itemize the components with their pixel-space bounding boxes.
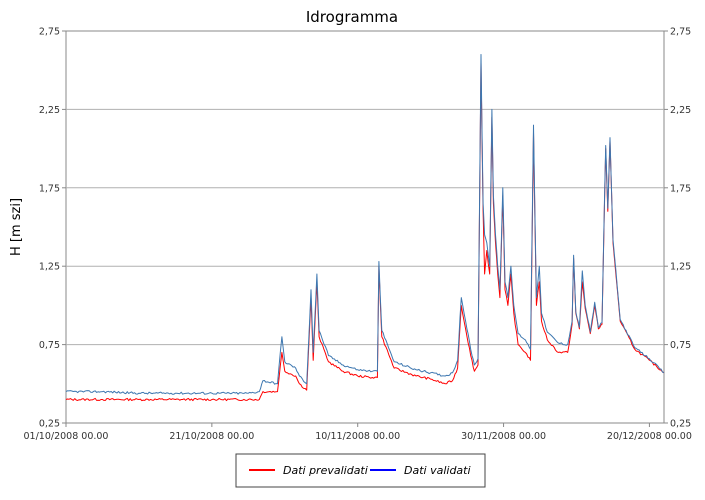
y-tick-label: 0,75 [39,340,60,351]
y-tick-label-right: 2,75 [670,27,691,38]
x-tick-label: 10/11/2008 00.00 [315,431,400,442]
x-tick-label: 21/10/2008 00.00 [169,431,254,442]
series-layer [65,54,665,402]
y-tick-label-right: 1,25 [670,262,691,273]
plot-area [65,30,665,424]
y-tick-label: 2,25 [39,105,60,116]
x-tick-label: 01/10/2008 00.00 [24,431,109,442]
series-line-dati-validati [65,54,665,395]
y-axis-label: H [m szi] [9,198,24,256]
x-tick-label: 20/12/2008 00.00 [607,431,692,442]
y-axis-left: 0,25 0,75 1,25 1,75 2,25 2,75 [39,27,66,430]
legend-label-dati-prevalidati: Dati prevalidati [283,464,368,477]
chart-title: Idrogramma [306,8,398,26]
y-tick-label: 0,25 [39,419,60,430]
y-tick-label: 1,75 [39,183,60,194]
y-tick-label: 1,25 [39,262,60,273]
y-tick-label-right: 2,25 [670,105,691,116]
x-axis: 01/10/2008 00.00 21/10/2008 00.00 10/11/20… [24,423,692,442]
y-axis-right: 0,25 0,75 1,25 1,75 2,25 2,75 [664,27,691,430]
series-line-dati-prevalidati [65,61,665,402]
y-tick-label-right: 1,75 [670,183,691,194]
y-tick-label-right: 0,75 [670,340,691,351]
x-tick-label: 30/11/2008 00.00 [461,431,546,442]
y-tick-label-right: 0,25 [670,419,691,430]
y-tick-label: 2,75 [39,27,60,38]
legend: Dati prevalidati Dati validati [235,453,486,488]
legend-label-dati-validati: Dati validati [404,464,471,477]
legend-box [235,453,486,488]
